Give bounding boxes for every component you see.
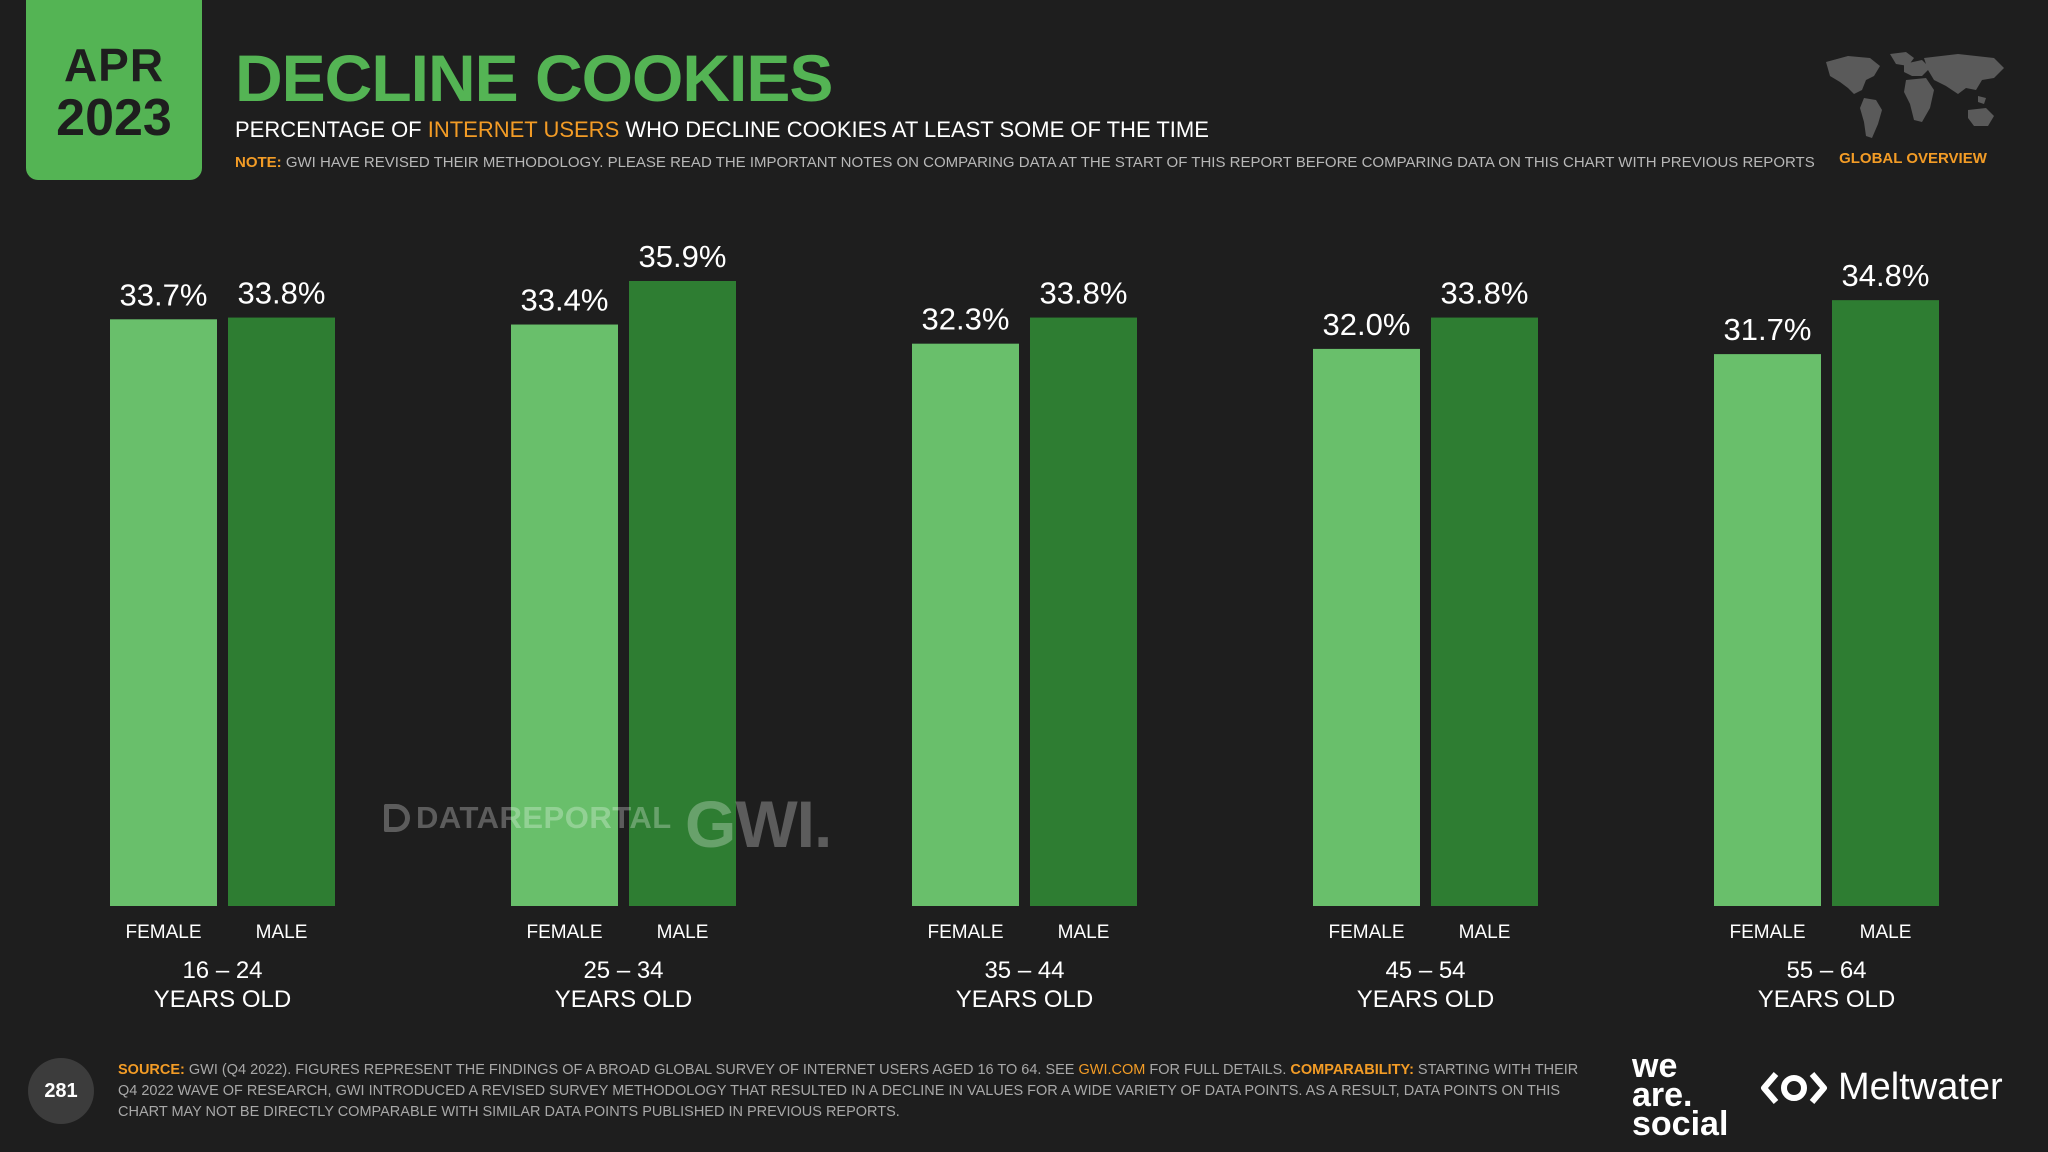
date-badge: APR 2023 [26, 0, 202, 180]
series-label-male-5: MALE [1860, 922, 1912, 943]
methodology-note: NOTE: GWI HAVE REVISED THEIR METHODOLOGY… [235, 154, 1815, 171]
category-sublabel-1: YEARS OLD [154, 986, 291, 1013]
subtitle-highlight: INTERNET USERS [427, 117, 620, 142]
value-label-female-3: 32.3% [922, 302, 1010, 337]
page-title: DECLINE COOKIES [235, 41, 833, 115]
series-label-male-3: MALE [1058, 922, 1110, 943]
bar-male-5 [1832, 300, 1939, 907]
note-label: NOTE: [235, 154, 282, 171]
value-label-female-2: 33.4% [521, 283, 609, 318]
category-label-1: 16 – 24 [182, 957, 262, 984]
note-text: GWI HAVE REVISED THEIR METHODOLOGY. PLEA… [281, 154, 1815, 171]
logo-line-1: we [1632, 1047, 1678, 1085]
subtitle-prefix: PERCENTAGE OF [235, 117, 428, 142]
world-map-icon [1826, 52, 2004, 138]
category-label-2: 25 – 34 [583, 957, 663, 984]
category-sublabel-2: YEARS OLD [555, 986, 692, 1013]
bar-male-1 [228, 317, 335, 906]
category-sublabel-5: YEARS OLD [1758, 986, 1895, 1013]
subtitle-suffix: WHO DECLINE COOKIES AT LEAST SOME OF THE… [619, 117, 1209, 142]
series-label-female-2: FEMALE [526, 922, 602, 943]
series-label-female-3: FEMALE [927, 922, 1003, 943]
meltwater-logo: Meltwater [1760, 1066, 2003, 1109]
badge-year: 2023 [56, 89, 172, 147]
we-are-social-logo: we are. social [1632, 1047, 1729, 1144]
series-label-female-1: FEMALE [125, 922, 201, 943]
page-number: 281 [28, 1058, 94, 1124]
bar-female-1 [110, 319, 217, 906]
bar-female-3 [912, 343, 1019, 907]
series-label-male-4: MALE [1459, 922, 1511, 943]
value-label-male-1: 33.8% [238, 276, 326, 311]
badge-month: APR [63, 39, 165, 91]
bar-male-3 [1030, 317, 1137, 906]
category-sublabel-4: YEARS OLD [1357, 986, 1494, 1013]
value-label-male-4: 33.8% [1441, 276, 1529, 311]
datareportal-logo-icon [384, 804, 410, 832]
gwi-watermark: GWI. [685, 787, 832, 861]
bar-female-4 [1313, 348, 1420, 906]
bar-male-4 [1431, 317, 1538, 906]
section-label: GLOBAL OVERVIEW [1839, 150, 1987, 167]
category-label-4: 45 – 54 [1385, 957, 1465, 984]
comparability-text: STARTING WITH THEIR Q4 2022 WAVE OF RESE… [118, 1062, 1579, 1120]
bar-female-2 [511, 324, 618, 906]
category-sublabel-3: YEARS OLD [956, 986, 1093, 1013]
source-text-2: FOR FULL DETAILS. [1145, 1062, 1291, 1078]
bar-male-2 [629, 281, 736, 906]
value-label-male-3: 33.8% [1040, 276, 1128, 311]
meltwater-text: Meltwater [1838, 1066, 2003, 1108]
source-note: SOURCE: GWI (Q4 2022). FIGURES REPRESENT… [118, 1060, 1583, 1123]
datareportal-watermark: DATAREPORTAL [384, 800, 672, 836]
source-text-1: GWI (Q4 2022). FIGURES REPRESENT THE FIN… [184, 1062, 1079, 1078]
series-label-male-2: MALE [657, 922, 709, 943]
datareportal-text: DATAREPORTAL [416, 800, 672, 835]
value-label-female-5: 31.7% [1724, 312, 1812, 347]
subtitle: PERCENTAGE OF INTERNET USERS WHO DECLINE… [235, 117, 1209, 143]
comparability-label: COMPARABILITY: [1290, 1062, 1414, 1078]
meltwater-icon [1761, 1071, 1827, 1104]
category-label-5: 55 – 64 [1786, 957, 1866, 984]
value-label-female-4: 32.0% [1323, 307, 1411, 342]
logo-line-2: are. [1632, 1076, 1693, 1115]
series-label-female-4: FEMALE [1328, 922, 1404, 943]
bar-female-5 [1714, 354, 1821, 907]
value-label-male-2: 35.9% [639, 239, 727, 274]
logo-line-3: social [1632, 1105, 1729, 1144]
source-label: SOURCE: [118, 1062, 185, 1078]
series-label-male-1: MALE [256, 922, 308, 943]
value-label-male-5: 34.8% [1842, 258, 1930, 293]
series-label-female-5: FEMALE [1729, 922, 1805, 943]
value-label-female-1: 33.7% [120, 277, 208, 312]
category-label-3: 35 – 44 [984, 957, 1064, 984]
source-link[interactable]: GWI.COM [1078, 1062, 1146, 1078]
